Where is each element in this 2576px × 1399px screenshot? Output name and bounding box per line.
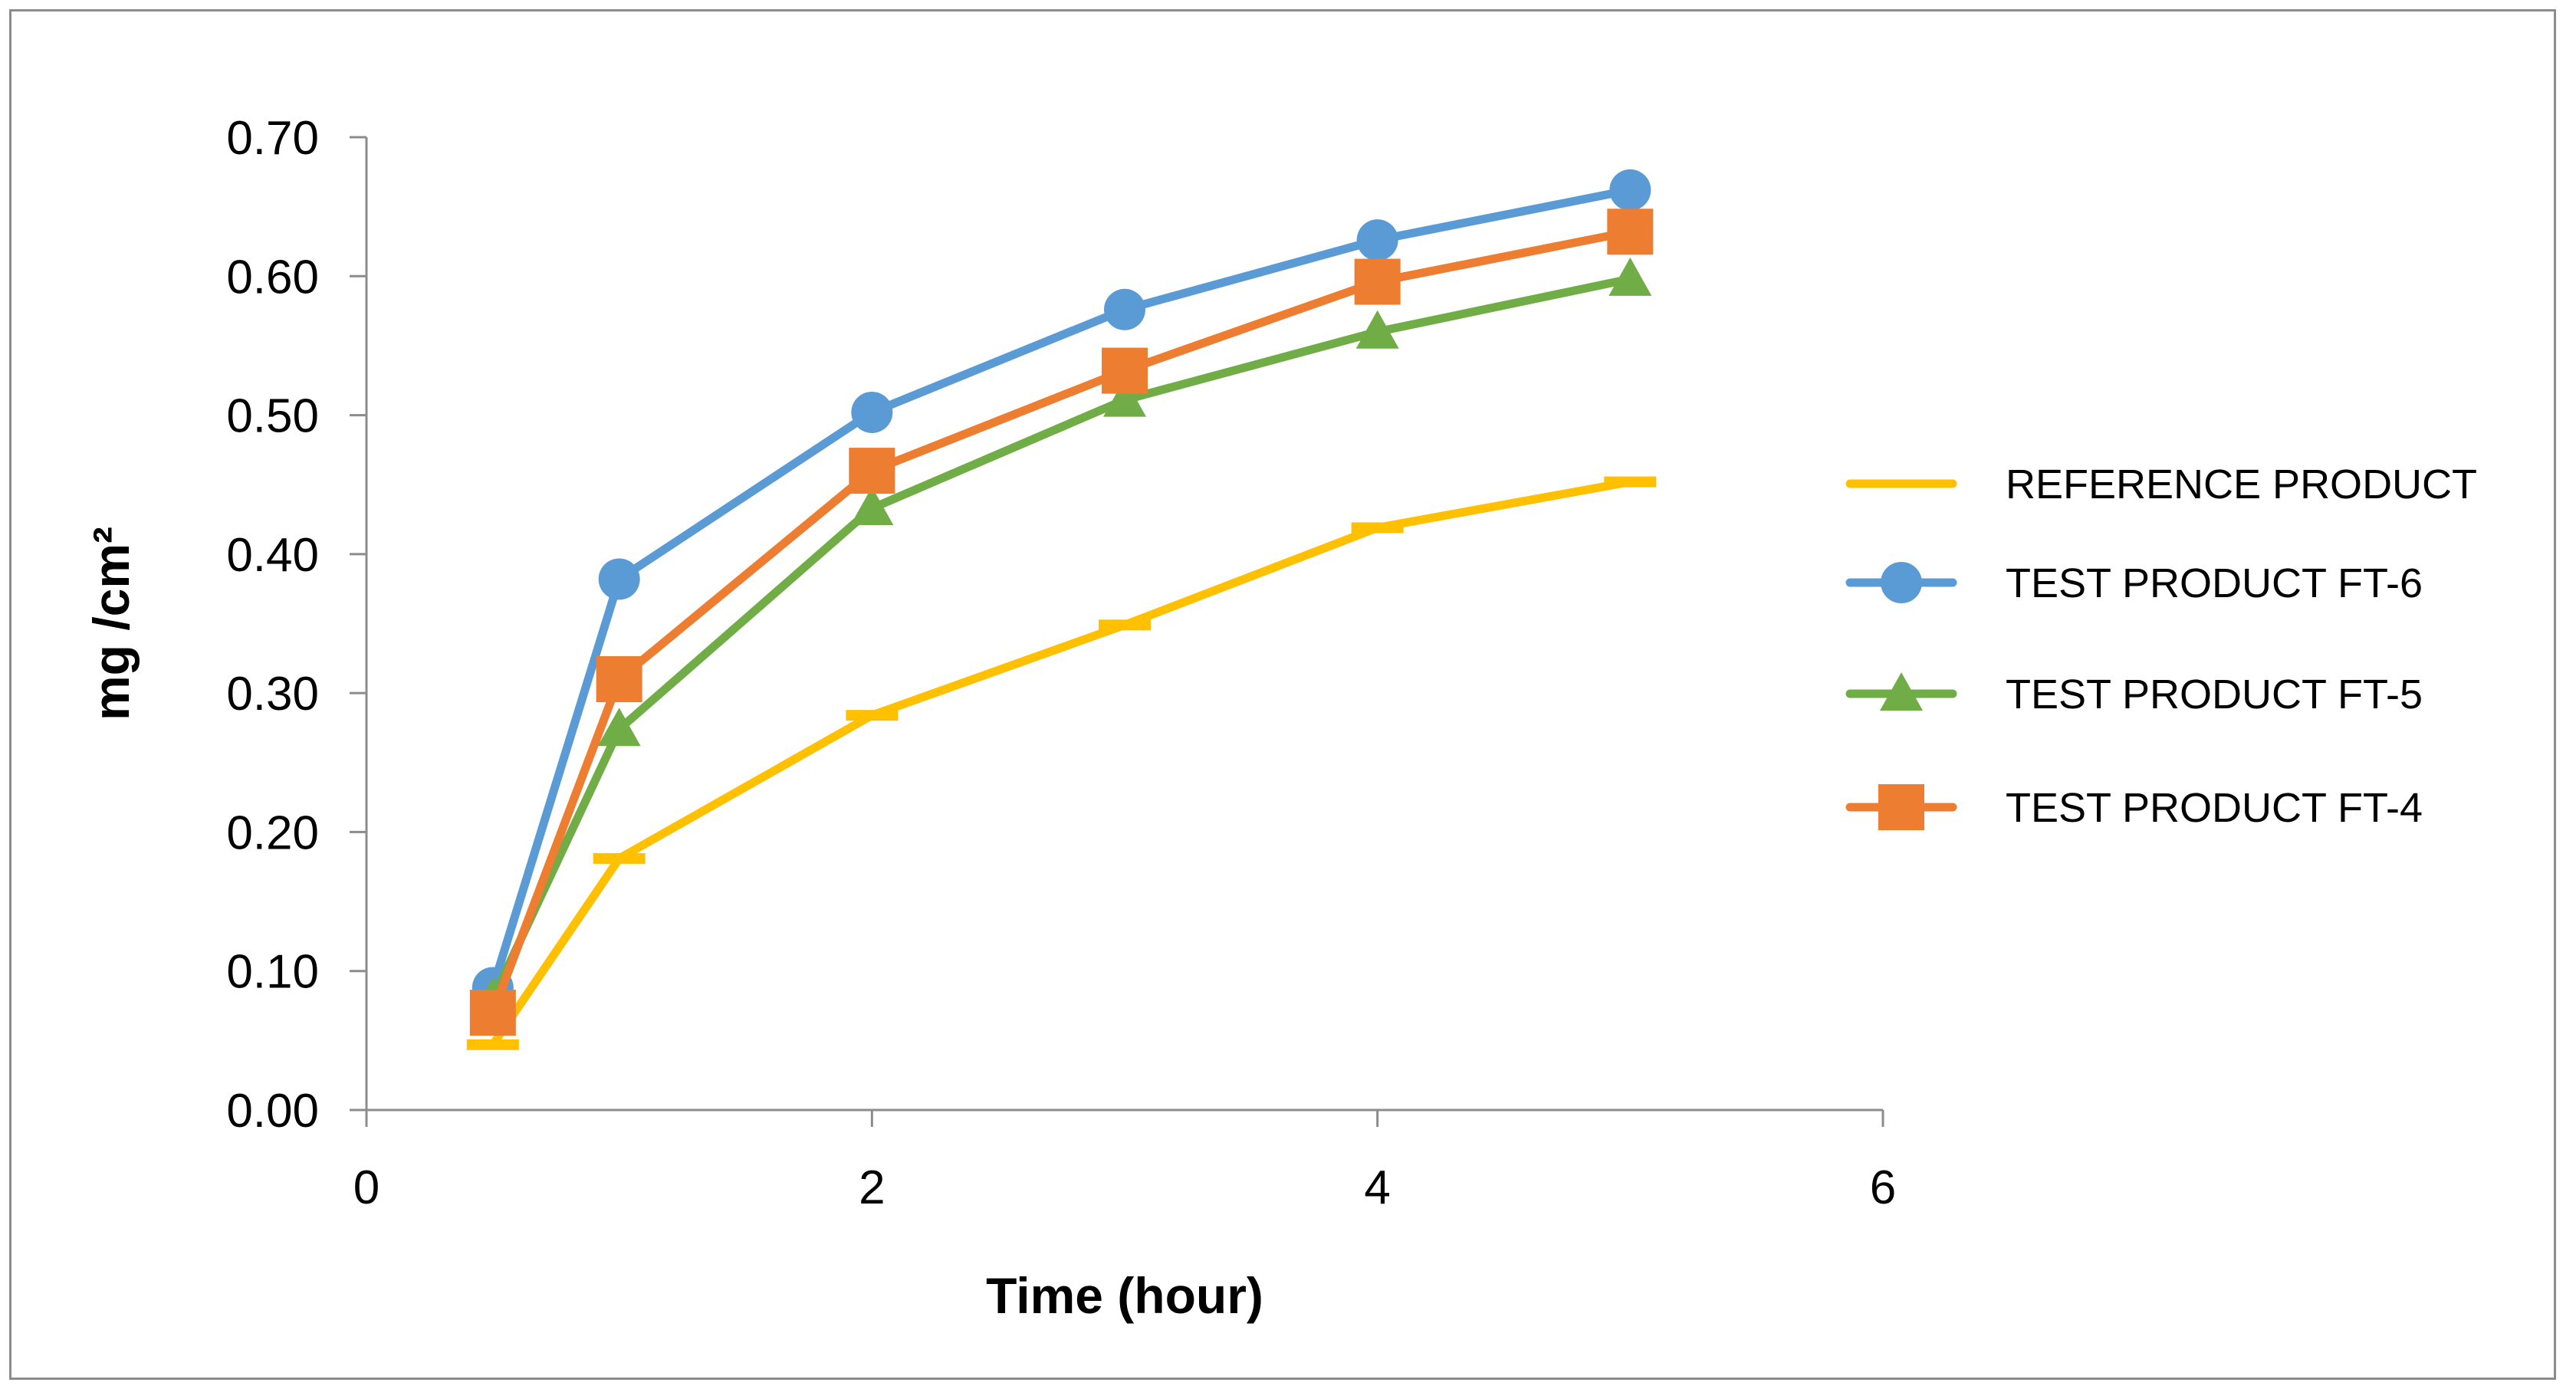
data-point — [1356, 219, 1398, 261]
legend-marker — [1881, 562, 1922, 603]
x-axis-title: Time (hour) — [986, 1267, 1263, 1324]
data-point — [851, 391, 893, 433]
series-test-product-ft-5 — [471, 257, 1652, 1016]
data-point — [850, 487, 894, 526]
y-tick-label: 0.70 — [226, 112, 319, 165]
y-tick-label: 0.10 — [226, 946, 319, 999]
data-point — [1604, 476, 1657, 488]
legend-label: TEST PRODUCT FT-4 — [2006, 785, 2423, 831]
x-tick-label: 2 — [859, 1161, 885, 1214]
legend-label: TEST PRODUCT FT-5 — [2006, 672, 2423, 718]
series-line — [488, 227, 1635, 1017]
y-axis-title: mg /cm² — [83, 527, 140, 721]
legend-marker — [1878, 784, 1924, 830]
series-line — [488, 274, 1635, 1003]
legend-entry: REFERENCE PRODUCT — [1845, 461, 2477, 507]
x-tick-label: 0 — [353, 1161, 380, 1214]
data-point — [1103, 378, 1146, 417]
series-test-product-ft-6 — [472, 169, 1651, 1009]
data-point — [1104, 288, 1145, 330]
y-tick-label: 0.20 — [226, 806, 319, 859]
y-tick-label: 0.60 — [226, 251, 319, 304]
data-point — [593, 852, 646, 864]
series-line — [488, 478, 1635, 1049]
data-point — [846, 710, 899, 721]
data-point — [597, 708, 641, 747]
chart-frame — [9, 9, 2556, 1380]
y-tick-label: 0.50 — [226, 390, 319, 443]
data-point — [1608, 257, 1652, 296]
series-reference-product — [466, 476, 1657, 1050]
x-tick-label: 6 — [1870, 1161, 1896, 1214]
y-tick-label: 0.00 — [226, 1085, 319, 1138]
series-test-product-ft-4 — [469, 209, 1654, 1036]
legend-label: REFERENCE PRODUCT — [2006, 461, 2477, 507]
data-point — [1099, 619, 1151, 631]
data-point — [469, 990, 516, 1036]
data-point — [1354, 258, 1401, 305]
data-point — [1102, 347, 1148, 394]
data-point — [849, 448, 895, 494]
data-point — [1609, 169, 1651, 211]
legend-entry: TEST PRODUCT FT-5 — [1845, 672, 2423, 718]
data-point — [596, 656, 642, 703]
series-line — [488, 186, 1635, 992]
legend-entry: TEST PRODUCT FT-4 — [1845, 784, 2423, 831]
data-point — [1355, 310, 1399, 349]
legend-marker — [1880, 672, 1923, 711]
legend-entry: TEST PRODUCT FT-6 — [1845, 560, 2423, 606]
data-point — [1607, 209, 1654, 255]
y-tick-label: 0.40 — [226, 529, 319, 582]
data-point — [466, 1039, 519, 1050]
y-tick-label: 0.30 — [226, 668, 319, 721]
legend-label: TEST PRODUCT FT-6 — [2006, 560, 2423, 606]
x-tick-label: 4 — [1364, 1161, 1390, 1214]
data-point — [598, 558, 640, 600]
data-point — [1351, 522, 1404, 534]
